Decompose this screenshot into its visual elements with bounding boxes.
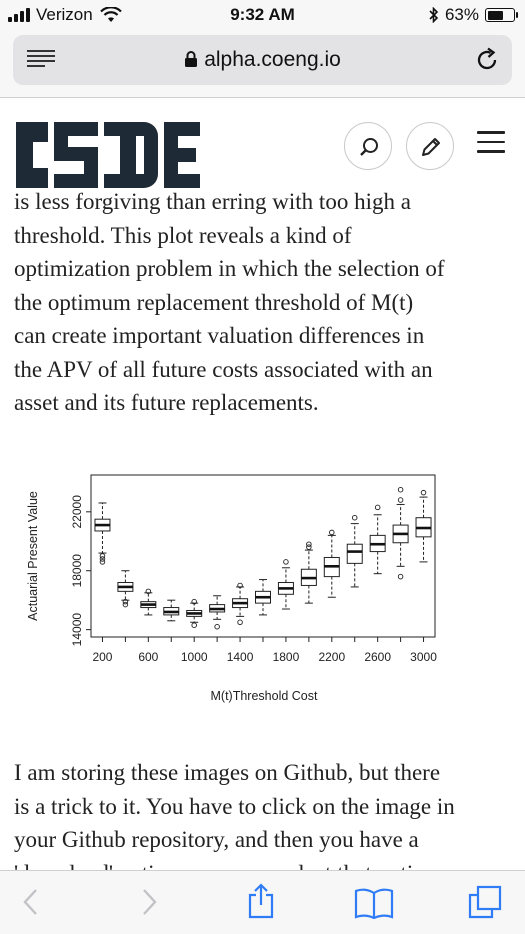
x-tick-label: 1800 bbox=[273, 650, 300, 664]
tabs-icon[interactable] bbox=[468, 885, 502, 919]
outlier-point bbox=[374, 504, 381, 511]
url-text: alpha.coeng.io bbox=[204, 48, 341, 71]
battery-icon bbox=[485, 8, 518, 22]
plot-frame bbox=[90, 474, 436, 638]
text-line: is a trick to it. You have to click on t… bbox=[14, 793, 455, 819]
outlier-point bbox=[237, 619, 243, 626]
boxplot-svg: 200 600 1000 1400 1800 2200 2600 3000 14000 18000… bbox=[26, 474, 437, 703]
outlier-point bbox=[306, 544, 312, 550]
outlier-point bbox=[145, 588, 152, 595]
chart-x-axis-label: M(t)Threshold Cost bbox=[211, 689, 318, 703]
outlier-point bbox=[191, 622, 197, 628]
status-right: 63% bbox=[429, 5, 518, 25]
outlier-point bbox=[420, 489, 427, 496]
site-logo[interactable] bbox=[16, 122, 200, 188]
share-icon[interactable] bbox=[246, 883, 276, 919]
chevron-left-icon[interactable] bbox=[20, 887, 42, 917]
search-button[interactable] bbox=[344, 122, 392, 170]
search-icon bbox=[360, 138, 378, 156]
y-tick-label: 14000 bbox=[70, 613, 84, 647]
outlier-point bbox=[99, 553, 106, 559]
outlier-point bbox=[99, 559, 106, 565]
x-tick-label: 3000 bbox=[410, 650, 437, 664]
outlier-point bbox=[397, 497, 404, 503]
chevron-right-icon[interactable] bbox=[138, 887, 160, 917]
hamburger-menu-icon[interactable] bbox=[477, 131, 505, 153]
x-tick-label: 200 bbox=[92, 650, 112, 664]
carrier-label: Verizon bbox=[36, 5, 93, 24]
text-line: optimization problem in which the select… bbox=[14, 256, 445, 281]
y-tick-label: 18000 bbox=[70, 554, 84, 588]
carrier-group: Verizon bbox=[8, 5, 122, 25]
text-line: I am storing these images on Github, but… bbox=[14, 760, 441, 785]
url-display[interactable]: alpha.coeng.io bbox=[13, 48, 512, 72]
boxplot-chart: 200 600 1000 1400 1800 2200 2600 3000 14000 18000… bbox=[14, 456, 444, 712]
pencil-icon bbox=[422, 138, 440, 156]
address-bar[interactable]: alpha.coeng.io bbox=[13, 35, 512, 85]
outlier-point bbox=[191, 598, 197, 605]
outlier-point bbox=[99, 556, 106, 562]
outlier-point bbox=[122, 598, 129, 605]
reader-mode-icon[interactable] bbox=[27, 49, 55, 71]
article-paragraph-1: is less forgiving than erring with too h… bbox=[14, 185, 514, 420]
wifi-icon bbox=[99, 7, 122, 22]
x-tick-label: 2200 bbox=[318, 650, 345, 664]
text-line: the APV of all future costs associated w… bbox=[14, 356, 433, 382]
browser-toolbar bbox=[0, 870, 525, 934]
status-time: 9:32 AM bbox=[230, 5, 295, 24]
x-tick-label: 1000 bbox=[181, 650, 208, 664]
lock-icon bbox=[185, 51, 198, 67]
outlier-point bbox=[237, 582, 243, 589]
battery-percent: 63% bbox=[444, 5, 479, 24]
outlier-point bbox=[214, 623, 220, 630]
text-line: the optimum replacement threshold of M(t… bbox=[14, 289, 414, 315]
outlier-point bbox=[122, 601, 129, 608]
x-tick-label: 2600 bbox=[364, 650, 391, 664]
chart-y-axis-label: Actuarial Present Value bbox=[26, 491, 40, 621]
status-bar: Verizon 9:32 AM 63% bbox=[0, 0, 525, 30]
outlier-point bbox=[306, 541, 312, 547]
outlier-point bbox=[397, 573, 404, 580]
text-line: threshold. This plot reveals a kind of bbox=[14, 222, 352, 248]
outlier-point bbox=[351, 514, 358, 521]
x-tick-label: 1400 bbox=[227, 650, 254, 664]
signal-strength-icon bbox=[8, 8, 30, 22]
outlier-point bbox=[283, 559, 289, 565]
edit-button[interactable] bbox=[406, 122, 454, 170]
outlier-point bbox=[397, 486, 404, 493]
box-body bbox=[346, 543, 363, 564]
book-icon[interactable] bbox=[354, 887, 394, 919]
x-tick-label: 600 bbox=[138, 650, 158, 664]
text-line: is less forgiving than erring with too h… bbox=[14, 189, 411, 214]
reload-icon[interactable] bbox=[474, 47, 500, 73]
outlier-point bbox=[329, 529, 335, 536]
text-line: can create important valuation differenc… bbox=[14, 323, 425, 348]
y-tick-label: 22000 bbox=[70, 495, 84, 529]
bluetooth-icon bbox=[429, 7, 439, 23]
browser-address-area: alpha.coeng.io bbox=[0, 30, 525, 98]
site-header bbox=[0, 98, 525, 190]
text-line: asset and its future replacements. bbox=[14, 390, 319, 415]
text-line: your Github repository, and then you hav… bbox=[14, 827, 419, 852]
